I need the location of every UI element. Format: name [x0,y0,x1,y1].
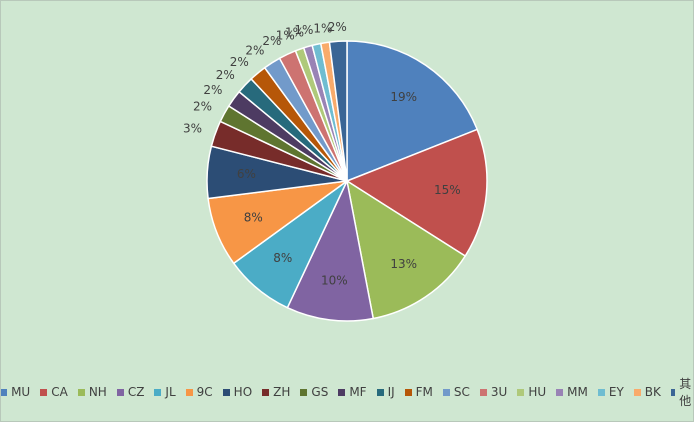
pie-slice [286,178,375,322]
data-label: 2% [262,34,281,48]
pie-slice [328,40,348,182]
pie-slice [345,128,488,258]
legend-item: HO [222,375,253,409]
legend-item: NH [77,375,107,409]
legend-swatch [116,388,124,396]
legend-item: 9C [185,375,213,409]
legend-item: MM [556,375,588,409]
legend-item: GS [300,375,328,409]
data-label: 3% [183,121,202,135]
legend-label: SC [453,385,470,399]
data-label: 13% [390,257,417,271]
legend-swatch [556,388,564,396]
legend-item: EY [597,375,624,409]
legend-label: ZH [273,385,291,399]
legend-swatch [479,388,487,396]
legend-item: CZ [116,375,145,409]
legend-label: EY [608,385,624,399]
legend-label: GS [311,385,329,399]
legend-swatch [1,388,8,396]
pie-slice [345,179,467,320]
pie-area: 19%15%13%10%8%8%6%3%2%2%2%2%2%2%1%1%1% 1%… [183,20,488,322]
legend-label: CZ [127,385,145,399]
data-label: 1% [285,26,304,40]
legend-item: SC [442,375,470,409]
legend-label: 3U [490,385,508,399]
legend-item: 3U [479,375,508,409]
legend-label: JL [165,385,176,399]
data-label: 2% [203,83,222,97]
legend-swatch [222,388,230,396]
legend-item: HU [517,375,546,409]
data-label: 10% [321,274,348,288]
legend-label: MM [567,385,588,399]
data-label: 1% [294,23,313,37]
legend-swatch [517,388,525,396]
legend-label: 其他 [679,377,692,408]
legend-item: 其他 [670,375,693,409]
legend-label: 9C [196,385,213,399]
legend-swatch [404,388,412,396]
legend-item: FM [404,375,433,409]
legend-swatch [40,388,48,396]
legend-label: HU [528,385,547,399]
legend-label: MU [11,385,31,399]
legend-item: BK [633,375,661,409]
legend-item: JL [154,375,176,409]
data-label: 8% [244,211,263,225]
legend-swatch [442,388,450,396]
data-label: 8% [273,251,292,265]
legend-swatch [633,388,641,396]
legend-item: CA [40,375,68,409]
data-label: 1% [276,29,295,43]
legend-swatch [338,388,346,396]
legend-label: IJ [387,385,395,399]
legend-item: MF [338,375,367,409]
data-label: 19% [390,90,417,104]
legend-swatch [185,388,193,396]
pie-slice [346,40,479,183]
data-label: 2% [216,68,235,82]
legend-item: MU [1,375,31,409]
legend-swatch [300,388,308,396]
legend-swatch [262,388,270,396]
legend-swatch [376,388,384,396]
legend: MU CA NH CZ JL 9C HO ZH GS MF IJ FM SC 3U HU MM EY BK 其他 [1,375,693,409]
data-label: 15% [434,183,461,197]
legend-label: NH [88,385,107,399]
data-label: 2% [245,43,264,57]
legend-swatch [154,388,162,396]
legend-item: IJ [376,375,395,409]
legend-swatch [597,388,605,396]
data-label: 2% [230,55,249,69]
data-label: 2% [328,20,347,34]
data-label: 1% [313,21,332,35]
legend-swatch [77,388,85,396]
legend-label: CA [51,385,68,399]
legend-label: FM [415,385,433,399]
legend-label: BK [644,385,661,399]
legend-label: MF [349,385,367,399]
data-label: 6% [237,167,256,181]
legend-label: HO [233,385,253,399]
legend-item: ZH [262,375,290,409]
legend-swatch [670,388,676,396]
data-label: 2% [193,99,212,113]
